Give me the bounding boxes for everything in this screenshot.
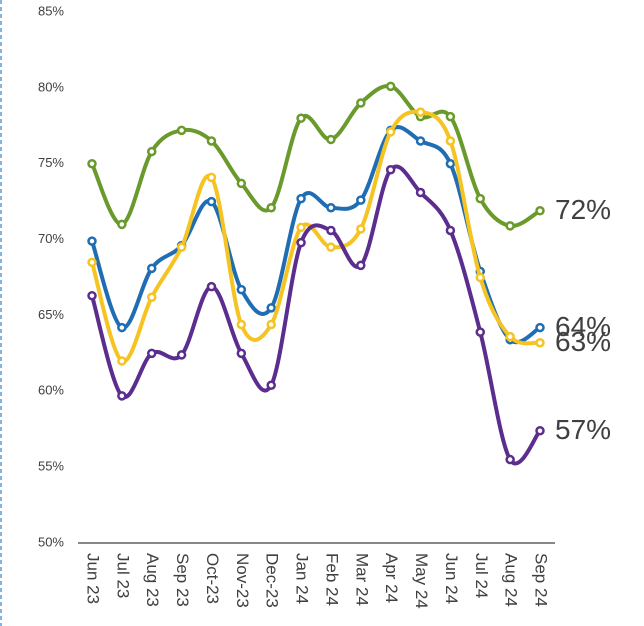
series-line [90,164,542,466]
data-point [296,193,306,204]
data-point [117,356,127,366]
x-tick-label: Aug 23 [143,553,162,607]
data-point [356,260,366,271]
data-point [356,98,366,108]
data-point [236,284,247,295]
data-point [326,242,336,252]
data-point [535,425,545,436]
data-point [505,454,515,465]
data-point [146,263,157,274]
x-tick-label: Oct-23 [203,553,222,604]
data-point [87,257,97,268]
y-tick-label: 70% [38,231,64,246]
data-point [326,134,336,145]
data-point [415,187,426,198]
data-point [206,196,217,207]
y-tick-label: 85% [38,3,64,18]
data-point [236,319,247,330]
data-point [475,193,486,204]
data-point [176,350,187,360]
data-point [296,222,306,233]
data-point [146,348,157,359]
data-point [445,225,456,236]
data-point [176,242,187,252]
data-point [385,81,396,92]
y-tick-label: 50% [38,534,64,549]
data-point [266,319,276,330]
data-point [535,205,545,216]
y-tick-label: 80% [38,79,64,94]
x-tick-label: Dec-23 [263,553,282,608]
x-tick-label: Sep 23 [173,553,192,607]
data-point [266,202,276,213]
data-point [236,348,247,359]
x-tick-label: Aug 24 [502,553,521,607]
x-tick-label: May 24 [412,553,431,609]
data-point [87,236,97,246]
data-point [445,111,456,122]
x-tick-label: Jul 24 [472,553,491,598]
data-point [326,225,336,236]
data-point [356,224,366,234]
data-point [266,380,276,390]
data-point [475,327,486,337]
data-point [356,195,366,205]
y-tick-label: 55% [38,459,64,474]
data-point [505,221,515,231]
x-tick-label: Jun 24 [442,553,461,604]
data-label: 63% [555,326,611,357]
data-label: 72% [555,194,611,225]
data-point [505,331,515,342]
series-line [90,84,542,228]
data-point [206,281,217,292]
data-point [535,322,545,333]
data-point [475,272,486,283]
data-point [176,125,187,136]
data-point [206,172,217,183]
data-point [415,136,426,146]
x-tick-label: Jul 23 [113,553,132,598]
data-label: 57% [555,414,611,445]
data-point [445,158,456,169]
y-tick-label: 60% [38,383,64,398]
data-point [296,237,306,248]
data-point [146,292,157,302]
x-tick-label: Jan 24 [293,553,312,604]
x-tick-label: Jun 23 [84,553,103,604]
data-point [415,107,426,117]
y-tick-label: 75% [38,155,64,170]
data-point [236,178,247,189]
data-point [266,303,276,313]
data-point [385,127,396,137]
data-point [535,337,545,348]
series-line [90,109,542,364]
data-point [87,290,97,301]
x-tick-label: Sep 24 [532,553,551,607]
data-point [445,136,456,146]
data-point [117,322,127,333]
x-tick-label: Mar 24 [352,553,371,606]
x-tick-label: Feb 24 [322,553,341,606]
x-tick-label: Apr 24 [382,553,401,603]
data-point [87,158,97,169]
data-point [385,165,396,175]
data-point [117,219,127,230]
data-point [117,391,127,401]
data-point [326,202,336,213]
data-point [206,136,217,146]
data-label: 64% [555,311,611,342]
data-point [146,146,157,157]
x-tick-label: Nov-23 [233,553,252,608]
y-tick-label: 65% [38,307,64,322]
data-point [296,113,306,123]
